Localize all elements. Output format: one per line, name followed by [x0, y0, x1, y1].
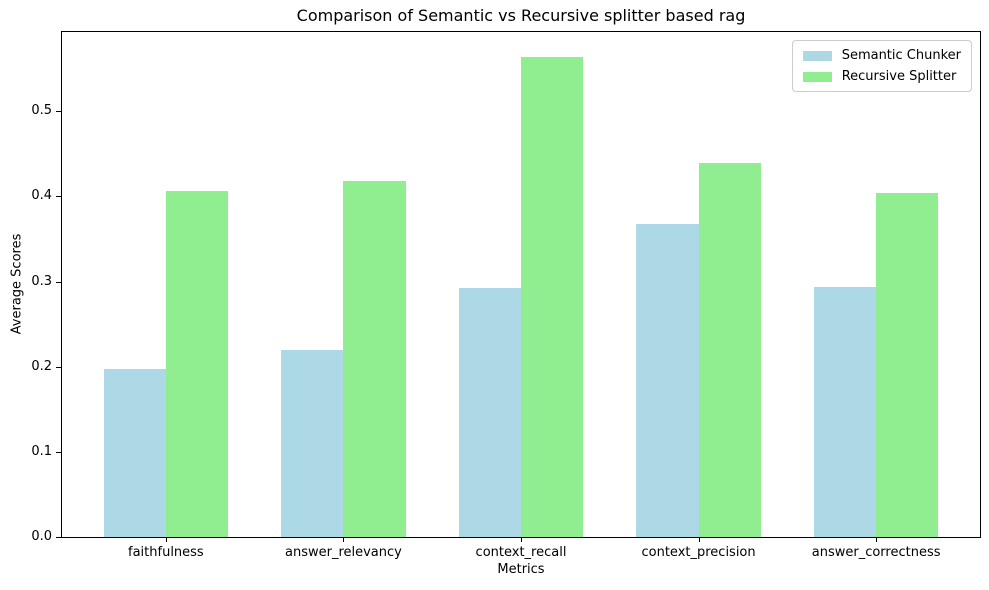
y-tick-mark [56, 196, 61, 198]
bar-answer_correctness-semantic [813, 286, 877, 537]
y-tick-mark [56, 537, 61, 538]
x-tick-label-answer_correctness: answer_correctness [811, 545, 941, 560]
x-tick-mark [698, 537, 700, 542]
y-tick-label: 0.4 [31, 188, 52, 204]
bar-context_precision-semantic [636, 223, 699, 537]
bar-faithfulness-semantic [103, 369, 166, 537]
plot-area: 0.0 0.1 0.2 0.3 0.4 0.5 faithfulness answer_re… [31, 31, 981, 560]
x-tick-label-faithfulness: faithfulness [128, 545, 204, 560]
legend-item: Recursive Splitter [802, 69, 961, 84]
x-tick-label-answer_relevancy: answer_relevancy [284, 545, 402, 560]
chart-title: Comparison of Semantic vs Recursive spli… [296, 6, 746, 25]
y-tick-mark [56, 366, 61, 368]
y-tick-mark [56, 281, 61, 283]
y-tick-label: 0.1 [31, 443, 52, 459]
x-tick-mark [876, 537, 878, 542]
bar-answer_relevancy-recursive [343, 181, 406, 537]
bar-context_precision-recursive [698, 163, 761, 537]
x-tick-mark [343, 537, 345, 542]
bar-faithfulness-recursive [165, 191, 228, 537]
legend-swatch-icon [802, 50, 832, 61]
bars-layer [62, 32, 980, 537]
bar-answer_correctness-recursive [876, 192, 939, 537]
bar-answer_relevancy-semantic [281, 349, 344, 537]
y-tick-label: 0.2 [31, 358, 52, 374]
x-tick-mark [165, 537, 167, 542]
x-tick-label-context_recall: context_recall [475, 545, 567, 560]
legend-label: Semantic Chunker [841, 48, 961, 63]
y-tick-mark [56, 451, 61, 453]
legend-item: Semantic Chunker [802, 48, 961, 63]
y-tick-label: 0.0 [31, 529, 52, 544]
bar-context_recall-recursive [521, 56, 584, 537]
x-tick-label-context_precision: context_precision [641, 545, 756, 560]
y-tick-label: 0.5 [31, 103, 52, 119]
y-tick-label: 0.3 [31, 273, 52, 289]
bar-context_recall-semantic [458, 288, 521, 537]
legend-swatch-icon [802, 71, 832, 82]
legend: Semantic Chunker Recursive Splitter [791, 40, 972, 92]
x-axis-label: Metrics [497, 562, 545, 577]
legend-label: Recursive Splitter [841, 69, 957, 84]
y-tick-mark [56, 111, 61, 113]
x-tick-mark [521, 537, 522, 542]
y-axis: 0.0 0.1 0.2 0.3 0.4 0.5 [31, 32, 980, 544]
x-axis: faithfulness answer_relevancy context_reca… [62, 32, 980, 560]
